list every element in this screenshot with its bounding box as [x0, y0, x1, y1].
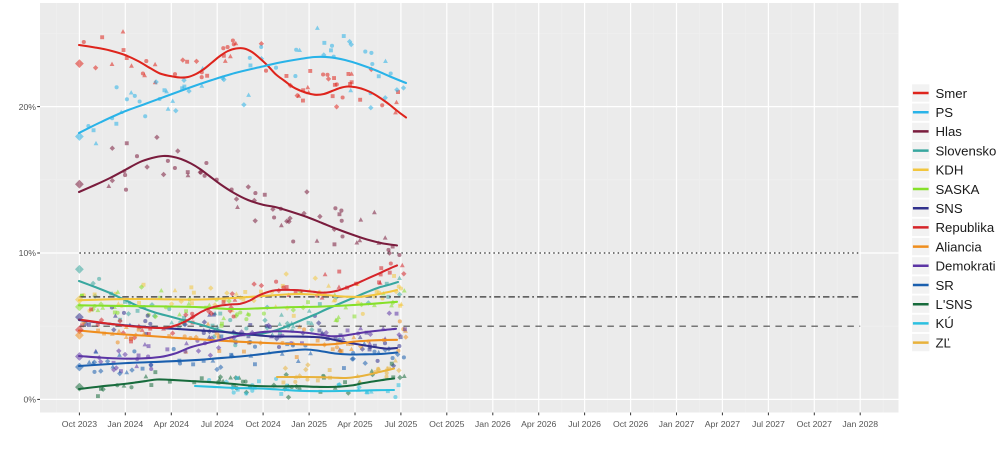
svg-text:Slovensko: Slovensko — [936, 143, 997, 158]
svg-text:PS: PS — [936, 105, 954, 120]
svg-text:Apr 2024: Apr 2024 — [154, 419, 189, 429]
svg-text:Apr 2025: Apr 2025 — [337, 419, 372, 429]
svg-text:SR: SR — [936, 278, 954, 293]
svg-text:Oct 2026: Oct 2026 — [613, 419, 648, 429]
svg-text:Smer: Smer — [936, 86, 968, 101]
svg-text:10%: 10% — [19, 248, 37, 258]
svg-text:Oct 2027: Oct 2027 — [797, 419, 832, 429]
svg-text:Jan 2027: Jan 2027 — [659, 419, 695, 429]
svg-text:Oct 2025: Oct 2025 — [429, 419, 464, 429]
svg-text:Jul 2025: Jul 2025 — [384, 419, 417, 429]
svg-text:ZĽ: ZĽ — [936, 335, 951, 350]
svg-text:0%: 0% — [23, 395, 36, 405]
svg-text:Jan 2028: Jan 2028 — [842, 419, 878, 429]
svg-text:SNS: SNS — [936, 201, 963, 216]
svg-text:Jan 2026: Jan 2026 — [475, 419, 511, 429]
svg-text:L'SNS: L'SNS — [936, 297, 973, 312]
svg-text:Apr 2027: Apr 2027 — [705, 419, 740, 429]
svg-text:Jul 2027: Jul 2027 — [752, 419, 785, 429]
svg-text:Demokrati: Demokrati — [936, 259, 996, 274]
svg-text:KDH: KDH — [936, 163, 964, 178]
svg-text:Jul 2026: Jul 2026 — [568, 419, 601, 429]
svg-text:20%: 20% — [19, 102, 37, 112]
svg-text:Apr 2026: Apr 2026 — [521, 419, 556, 429]
svg-text:Jul 2024: Jul 2024 — [201, 419, 234, 429]
svg-text:Aliancia: Aliancia — [936, 239, 983, 254]
svg-text:Oct 2024: Oct 2024 — [245, 419, 280, 429]
svg-text:Jan 2024: Jan 2024 — [107, 419, 143, 429]
svg-text:Republika: Republika — [936, 220, 995, 235]
svg-text:KÚ: KÚ — [936, 316, 954, 331]
svg-text:SASKA: SASKA — [936, 182, 980, 197]
svg-text:Hlas: Hlas — [936, 124, 963, 139]
svg-text:Jan 2025: Jan 2025 — [291, 419, 327, 429]
svg-text:Oct 2023: Oct 2023 — [62, 419, 97, 429]
